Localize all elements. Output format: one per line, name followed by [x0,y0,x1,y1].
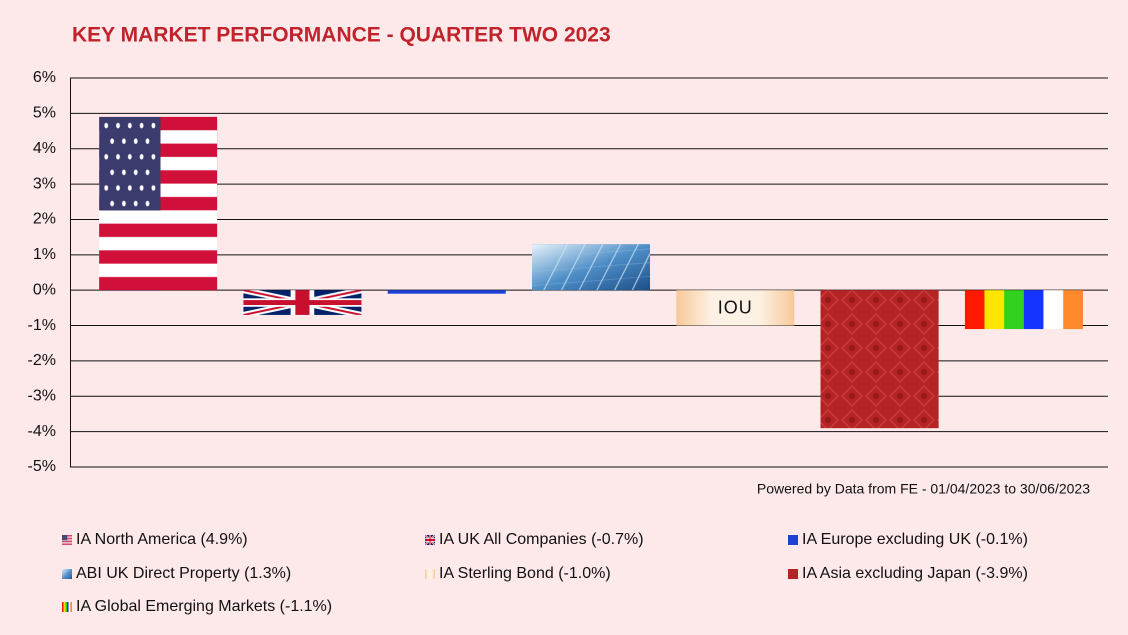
legend-swatch [62,602,72,612]
legend-name: IA Europe excluding UK [802,531,971,548]
legend-name: ABI UK Direct Property [76,565,240,582]
bar-annotation: IOU [718,298,753,318]
legend-swatch [425,535,435,545]
legend-swatch [788,535,798,545]
y-tick-label: -2% [28,352,56,369]
bar [532,244,650,291]
legend-label: IA North America (4.9%) [76,531,248,548]
bar [243,290,362,315]
y-tick-label: -4% [28,423,56,440]
chart-title: KEY MARKET PERFORMANCE - QUARTER TWO 202… [72,24,611,47]
legend-name: IA Global Emerging Markets [76,598,275,615]
legend-swatch [62,569,72,579]
legend-value: (-3.9%) [975,565,1027,582]
legend-value: (-1.1%) [280,598,332,615]
bar-texture [820,290,939,429]
y-tick-label: 1% [33,246,56,263]
legend-value: (-0.1%) [975,531,1027,548]
y-tick-label: -5% [28,458,56,475]
legend-value: (-1.0%) [558,565,610,582]
bar [676,290,795,326]
y-tick-label: 6% [33,69,56,86]
y-tick-label: 4% [33,140,56,157]
legend-value: (1.3%) [244,565,291,582]
legend-label: IA UK All Companies (-0.7%) [439,531,644,548]
source-note: Powered by Data from FE - 01/04/2023 to … [757,481,1090,497]
y-tick-label: 0% [33,281,56,298]
legend-value: (4.9%) [201,531,248,548]
legend-label: ABI UK Direct Property (1.3%) [76,565,291,582]
y-tick-label: -3% [28,387,56,404]
y-tick-label: 3% [33,175,56,192]
legend-label: IA Sterling Bond (-1.0%) [439,565,611,582]
legend-name: IA Asia excluding Japan [802,565,971,582]
bar [964,290,1083,330]
bar [99,116,218,291]
legend-label: IA Asia excluding Japan (-3.9%) [802,565,1028,582]
legend-swatch [62,535,72,545]
legend-value: (-0.7%) [591,531,643,548]
legend-name: IA North America [76,531,196,548]
legend-label: IA Global Emerging Markets (-1.1%) [76,598,332,615]
legend-name: IA UK All Companies [439,531,587,548]
y-tick-label: 2% [33,211,56,228]
y-tick-label: -1% [28,317,56,334]
legend-label: IA Europe excluding UK (-0.1%) [802,531,1028,548]
legend-name: IA Sterling Bond [439,565,554,582]
y-tick-label: 5% [33,105,56,122]
legend-swatch [788,569,798,579]
bar [387,290,506,294]
legend-swatch [425,569,435,579]
